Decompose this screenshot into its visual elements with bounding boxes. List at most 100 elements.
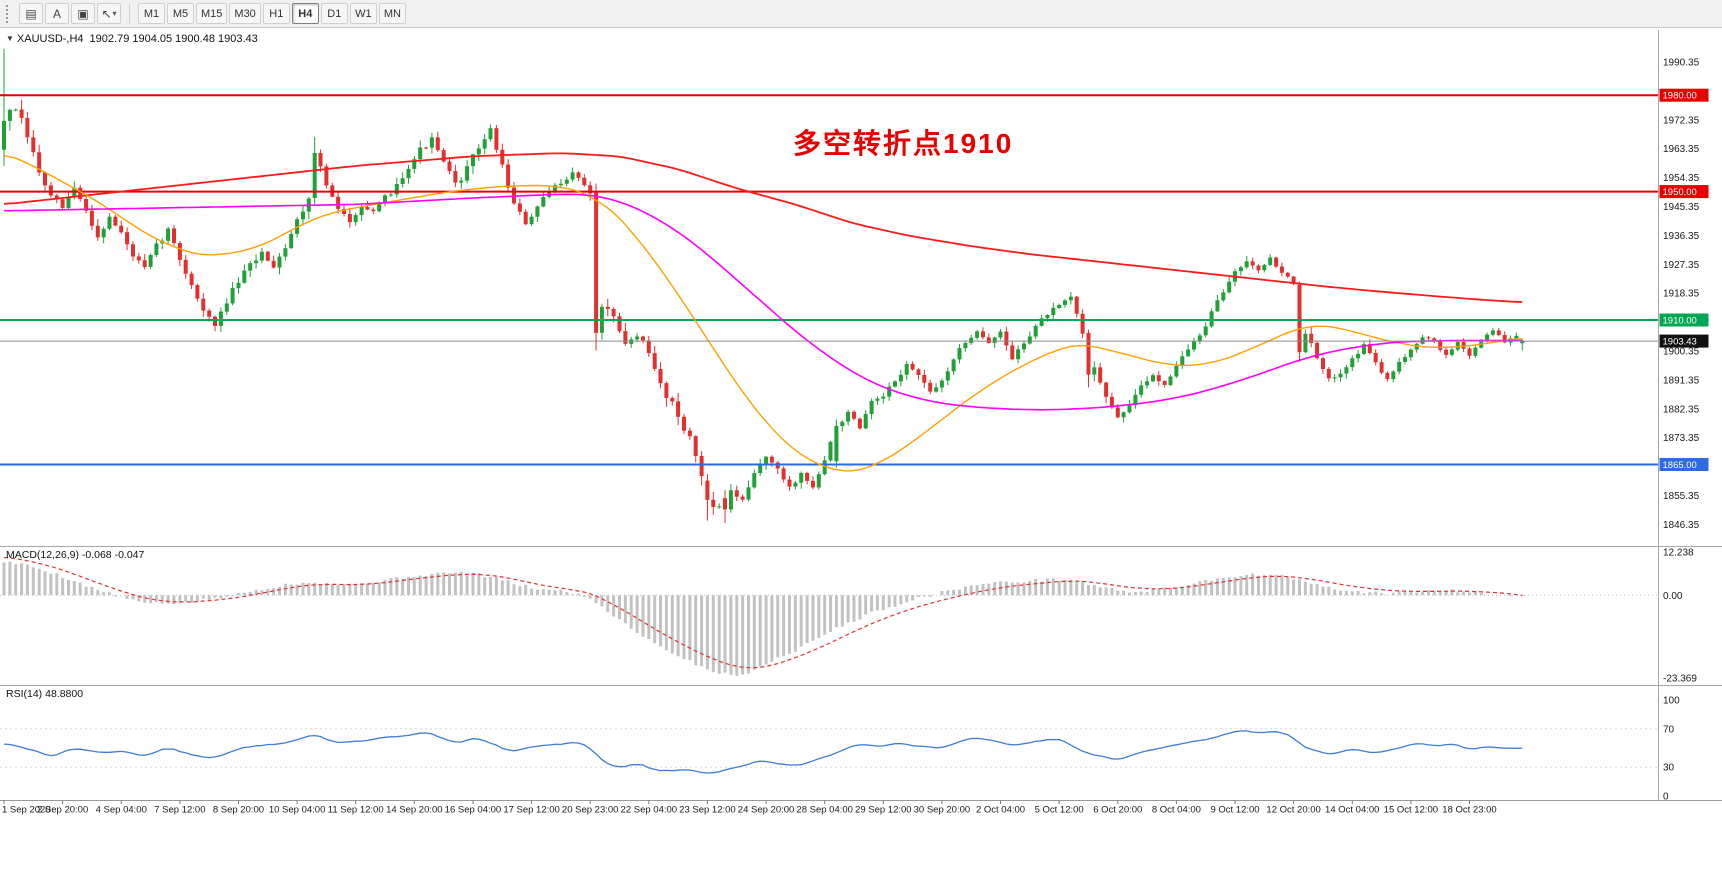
timeframe-m30-button[interactable]: M30 [229,3,261,24]
svg-text:-23.369: -23.369 [1663,674,1697,685]
svg-text:14 Sep 20:00: 14 Sep 20:00 [386,805,443,816]
candles [2,48,1525,523]
cursor-tool-button[interactable]: ↖ ▾ [97,3,121,24]
moving-average-red [3,152,1523,303]
svg-text:29 Sep 12:00: 29 Sep 12:00 [855,805,912,816]
macd-title: MACD(12,26,9) [6,549,79,561]
svg-text:1 Sep 2020: 1 Sep 2020 [2,805,51,816]
chevron-down-icon: ▾ [112,9,117,18]
svg-text:18 Oct 23:00: 18 Oct 23:00 [1442,805,1496,816]
rsi-panel: 100 70 30 0 [0,696,1680,803]
svg-text:12 Oct 20:00: 12 Oct 20:00 [1266,805,1320,816]
svg-text:5 Oct 12:00: 5 Oct 12:00 [1035,805,1084,816]
svg-text:10 Sep 04:00: 10 Sep 04:00 [269,805,326,816]
svg-text:12.238: 12.238 [1663,547,1694,558]
chart-annotation[interactable]: 多空转折点1910 [793,128,1014,159]
rsi-line [3,730,1523,774]
toolbar: ▤ A ▣ ↖ ▾ M1 M5 M15 M30 H1 H4 D1 W1 MN [0,0,1722,28]
rsi-value: 48.8800 [45,688,84,700]
svg-text:20 Sep 23:00: 20 Sep 23:00 [562,805,619,816]
svg-text:30: 30 [1663,763,1675,774]
svg-text:28 Sep 04:00: 28 Sep 04:00 [796,805,853,816]
svg-text:16 Sep 04:00: 16 Sep 04:00 [445,805,502,816]
svg-text:17 Sep 12:00: 17 Sep 12:00 [503,805,560,816]
template-icon: ▣ [77,6,89,21]
chart-canvas[interactable]: 1990.35 1972.35 1963.35 1954.35 1945.35 1936.… [0,28,1722,896]
svg-text:1882.35: 1882.35 [1663,404,1700,415]
toolbar-separator [129,3,130,24]
price-axis[interactable]: 1990.35 1972.35 1963.35 1954.35 1945.35 1936.… [1659,58,1709,531]
svg-text:1903.43: 1903.43 [1663,337,1697,348]
timeframe-d1-button[interactable]: D1 [320,3,348,24]
svg-text:30 Sep 20:00: 30 Sep 20:00 [914,805,971,816]
svg-text:2 Oct 04:00: 2 Oct 04:00 [976,805,1025,816]
macd-panel: 12.238 0.00 -23.369 [0,547,1697,685]
svg-text:14 Oct 04:00: 14 Oct 04:00 [1325,805,1379,816]
svg-text:1846.35: 1846.35 [1663,520,1700,531]
svg-text:1990.35: 1990.35 [1663,58,1700,69]
svg-text:1900.35: 1900.35 [1663,346,1700,357]
moving-average-magenta [4,193,1523,411]
svg-text:1910.00: 1910.00 [1663,316,1697,327]
symbol-marker-icon: ▼ [6,34,14,43]
svg-text:1927.35: 1927.35 [1663,260,1700,271]
svg-text:1972.35: 1972.35 [1663,115,1700,126]
timeframe-mn-button[interactable]: MN [378,3,406,24]
svg-text:2 Sep 20:00: 2 Sep 20:00 [37,805,88,816]
svg-text:1891.35: 1891.35 [1663,375,1700,386]
svg-text:7 Sep 12:00: 7 Sep 12:00 [154,805,205,816]
chart-title: ▼ XAUUSD-,H4 1902.79 1904.05 1900.48 1903.… [6,33,258,45]
svg-text:9 Oct 12:00: 9 Oct 12:00 [1210,805,1259,816]
panel-separators[interactable] [0,30,1722,800]
svg-text:4 Sep 04:00: 4 Sep 04:00 [96,805,147,816]
macd-value-signal: -0.047 [114,549,145,561]
chart-title-ohlc: 1902.79 1904.05 1900.48 1903.43 [89,33,258,45]
svg-text:70: 70 [1663,724,1675,735]
svg-text:1950.00: 1950.00 [1663,187,1697,198]
svg-text:22 Sep 04:00: 22 Sep 04:00 [621,805,678,816]
svg-text:23 Sep 12:00: 23 Sep 12:00 [679,805,736,816]
rsi-title: RSI(14) [6,688,43,700]
text-tool-button[interactable]: A [45,3,69,24]
svg-text:1954.35: 1954.35 [1663,173,1700,184]
svg-text:1945.35: 1945.35 [1663,202,1700,213]
template-button[interactable]: ▣ [71,3,95,24]
macd-value-main: -0.068 [81,549,112,561]
svg-text:1918.35: 1918.35 [1663,289,1700,300]
rsi-label: RSI(14) 48.8800 [6,688,83,700]
svg-text:0.00: 0.00 [1663,591,1683,602]
timeframe-m5-button[interactable]: M5 [167,3,194,24]
svg-text:8 Sep 20:00: 8 Sep 20:00 [213,805,264,816]
chart-bars-button[interactable]: ▤ [19,3,43,24]
moving-average-orange [3,154,1523,472]
timeframe-m1-button[interactable]: M1 [138,3,165,24]
timeframe-h4-button[interactable]: H4 [291,3,319,24]
svg-text:6 Oct 20:00: 6 Oct 20:00 [1093,805,1142,816]
svg-text:1963.35: 1963.35 [1663,144,1700,155]
svg-text:1980.00: 1980.00 [1663,91,1697,102]
timeframe-h1-button[interactable]: H1 [262,3,290,24]
svg-text:0: 0 [1663,792,1669,803]
svg-text:15 Oct 12:00: 15 Oct 12:00 [1384,805,1438,816]
text-tool-icon: A [52,6,61,21]
chart-title-symbol: XAUUSD-,H4 [16,33,84,45]
timeframe-m15-button[interactable]: M15 [196,3,228,24]
svg-text:1865.00: 1865.00 [1663,460,1697,471]
svg-text:24 Sep 20:00: 24 Sep 20:00 [738,805,795,816]
macd-histogram [2,561,1524,676]
svg-text:8 Oct 04:00: 8 Oct 04:00 [1152,805,1201,816]
svg-text:100: 100 [1663,696,1680,707]
macd-signal-line [3,556,1523,669]
svg-text:1936.35: 1936.35 [1663,231,1700,242]
svg-text:1873.35: 1873.35 [1663,433,1700,444]
timeframe-w1-button[interactable]: W1 [349,3,377,24]
toolbar-grip [6,4,12,23]
svg-text:11 Sep 12:00: 11 Sep 12:00 [328,805,384,816]
chart-bars-icon: ▤ [25,6,37,21]
cursor-tool-icon: ↖ [101,6,112,21]
chart-area: 1990.35 1972.35 1963.35 1954.35 1945.35 1936.… [0,28,1722,896]
svg-text:1855.35: 1855.35 [1663,491,1700,502]
macd-label: MACD(12,26,9) -0.068 -0.047 [6,549,144,561]
